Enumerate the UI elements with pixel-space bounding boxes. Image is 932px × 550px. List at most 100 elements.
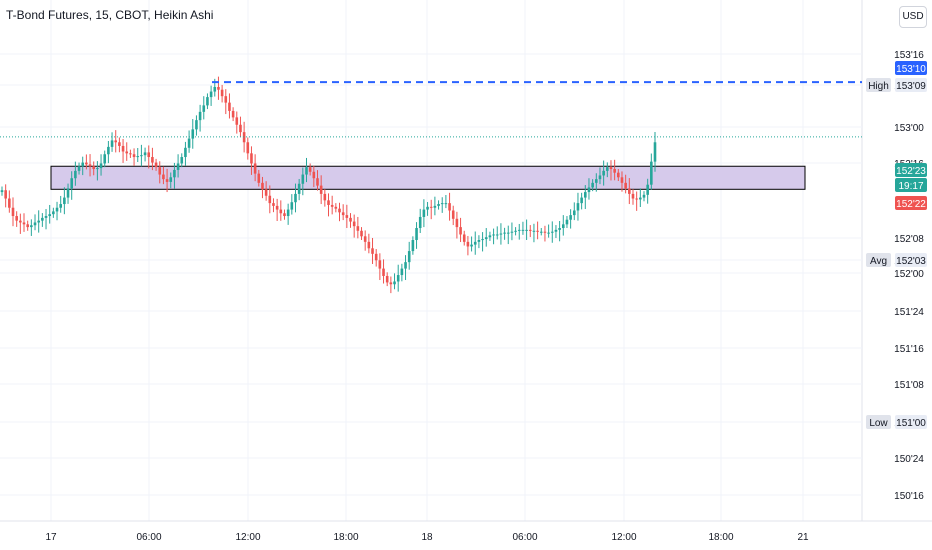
candle-body bbox=[554, 229, 558, 232]
candle-body bbox=[646, 184, 649, 195]
candle-body bbox=[572, 210, 576, 216]
candle-body bbox=[393, 281, 396, 285]
candle-body bbox=[396, 275, 400, 282]
candle-body bbox=[448, 203, 451, 211]
candle-body bbox=[429, 206, 433, 208]
candle-body bbox=[290, 202, 294, 210]
candle-body bbox=[22, 222, 26, 225]
candle-body bbox=[528, 229, 532, 231]
candle-body bbox=[114, 140, 118, 143]
high-price-tag: 153'09 bbox=[896, 81, 926, 92]
time-tick-label: 12:00 bbox=[235, 532, 260, 543]
candle-body bbox=[305, 167, 308, 175]
high-price-tag-bg bbox=[895, 78, 927, 92]
candle-body bbox=[8, 198, 11, 208]
candle-body bbox=[316, 178, 319, 186]
price-tags: 153'10 153'09 High 152'23 19:17 152'22 152'03 A… bbox=[866, 61, 927, 429]
candle-body bbox=[231, 110, 235, 118]
candle-body bbox=[323, 193, 327, 201]
candle-body bbox=[37, 220, 40, 223]
last-price-tag-bg bbox=[895, 163, 927, 177]
countdown-tag: 19:17 bbox=[898, 181, 923, 192]
candle-body bbox=[473, 241, 477, 245]
overlay-lines bbox=[0, 81, 862, 138]
candle-body bbox=[327, 200, 330, 205]
candle-body bbox=[385, 275, 389, 283]
price-tick-label: 153'16 bbox=[894, 50, 924, 61]
candle-body bbox=[650, 161, 653, 185]
candle-body bbox=[539, 231, 543, 233]
candle-body bbox=[415, 228, 418, 241]
candle-body bbox=[591, 182, 594, 188]
candle-body bbox=[374, 253, 378, 261]
candle-body bbox=[70, 178, 74, 189]
candle-body bbox=[510, 231, 514, 233]
candle-body bbox=[268, 195, 272, 204]
last-price-tag: 152'23 bbox=[896, 166, 926, 177]
candle-body bbox=[187, 138, 191, 148]
candle-body bbox=[283, 213, 286, 217]
high-label-tag: High bbox=[868, 81, 889, 92]
candle-body bbox=[26, 224, 29, 228]
candle-body bbox=[308, 167, 312, 172]
candle-body bbox=[606, 167, 609, 171]
candle-body bbox=[503, 232, 506, 234]
candle-body bbox=[536, 230, 539, 232]
low-label-tag: Low bbox=[869, 418, 888, 429]
candle-body bbox=[129, 153, 132, 155]
time-tick-label: 18:00 bbox=[333, 532, 358, 543]
candle-body bbox=[459, 227, 462, 235]
candle-body bbox=[154, 162, 158, 168]
candle-body bbox=[635, 198, 638, 200]
candle-body bbox=[162, 174, 165, 180]
bid-price-tag: 152'22 bbox=[896, 199, 926, 210]
candle-body bbox=[484, 237, 488, 240]
candle-body bbox=[103, 154, 107, 164]
candle-body bbox=[165, 179, 169, 182]
candle-body bbox=[583, 192, 587, 198]
candle-body bbox=[470, 244, 473, 247]
candle-body bbox=[580, 197, 583, 204]
time-axis[interactable]: 17 06:00 12:00 18:00 18 06:00 12:00 18:00 21 bbox=[0, 520, 932, 543]
candle-body bbox=[253, 163, 257, 174]
candle-body bbox=[338, 208, 341, 213]
candle-body bbox=[440, 203, 444, 205]
low-price-tag: 151'00 bbox=[896, 418, 926, 429]
candle-body bbox=[477, 240, 481, 242]
countdown-tag-bg bbox=[895, 178, 927, 192]
candle-body bbox=[220, 89, 224, 97]
price-tick-label: 151'24 bbox=[894, 307, 924, 318]
candle-body bbox=[301, 174, 305, 184]
candle-body bbox=[602, 170, 605, 176]
candle-body bbox=[184, 147, 187, 158]
currency-button[interactable]: USD bbox=[899, 6, 927, 28]
candle-body bbox=[312, 171, 316, 179]
candle-body bbox=[543, 231, 547, 233]
candle-body bbox=[235, 117, 239, 125]
candle-body bbox=[213, 86, 217, 92]
candle-body bbox=[628, 188, 631, 194]
candle-body bbox=[169, 177, 173, 182]
candle-body bbox=[349, 217, 352, 222]
candle-body bbox=[55, 207, 59, 212]
candle-body bbox=[173, 169, 176, 178]
candle-body bbox=[217, 86, 220, 90]
candle-body bbox=[52, 211, 55, 215]
candle-body bbox=[246, 142, 250, 154]
candle-body bbox=[195, 120, 198, 130]
price-axis[interactable]: 153'16153'09153'00152'16152'08152'03152'… bbox=[894, 50, 924, 502]
candle-body bbox=[279, 209, 283, 214]
candle-body bbox=[107, 146, 110, 155]
candle-body bbox=[140, 155, 143, 157]
candle-body bbox=[92, 166, 96, 170]
candle-body bbox=[609, 167, 613, 170]
candle-body bbox=[481, 239, 484, 241]
candle-body bbox=[462, 234, 466, 242]
candle-body bbox=[407, 251, 411, 263]
avg-price-tag: 152'03 bbox=[896, 256, 926, 267]
candle-body bbox=[275, 205, 279, 210]
candle-body bbox=[297, 183, 301, 194]
candle-body bbox=[180, 157, 184, 164]
candle-body bbox=[613, 169, 616, 173]
